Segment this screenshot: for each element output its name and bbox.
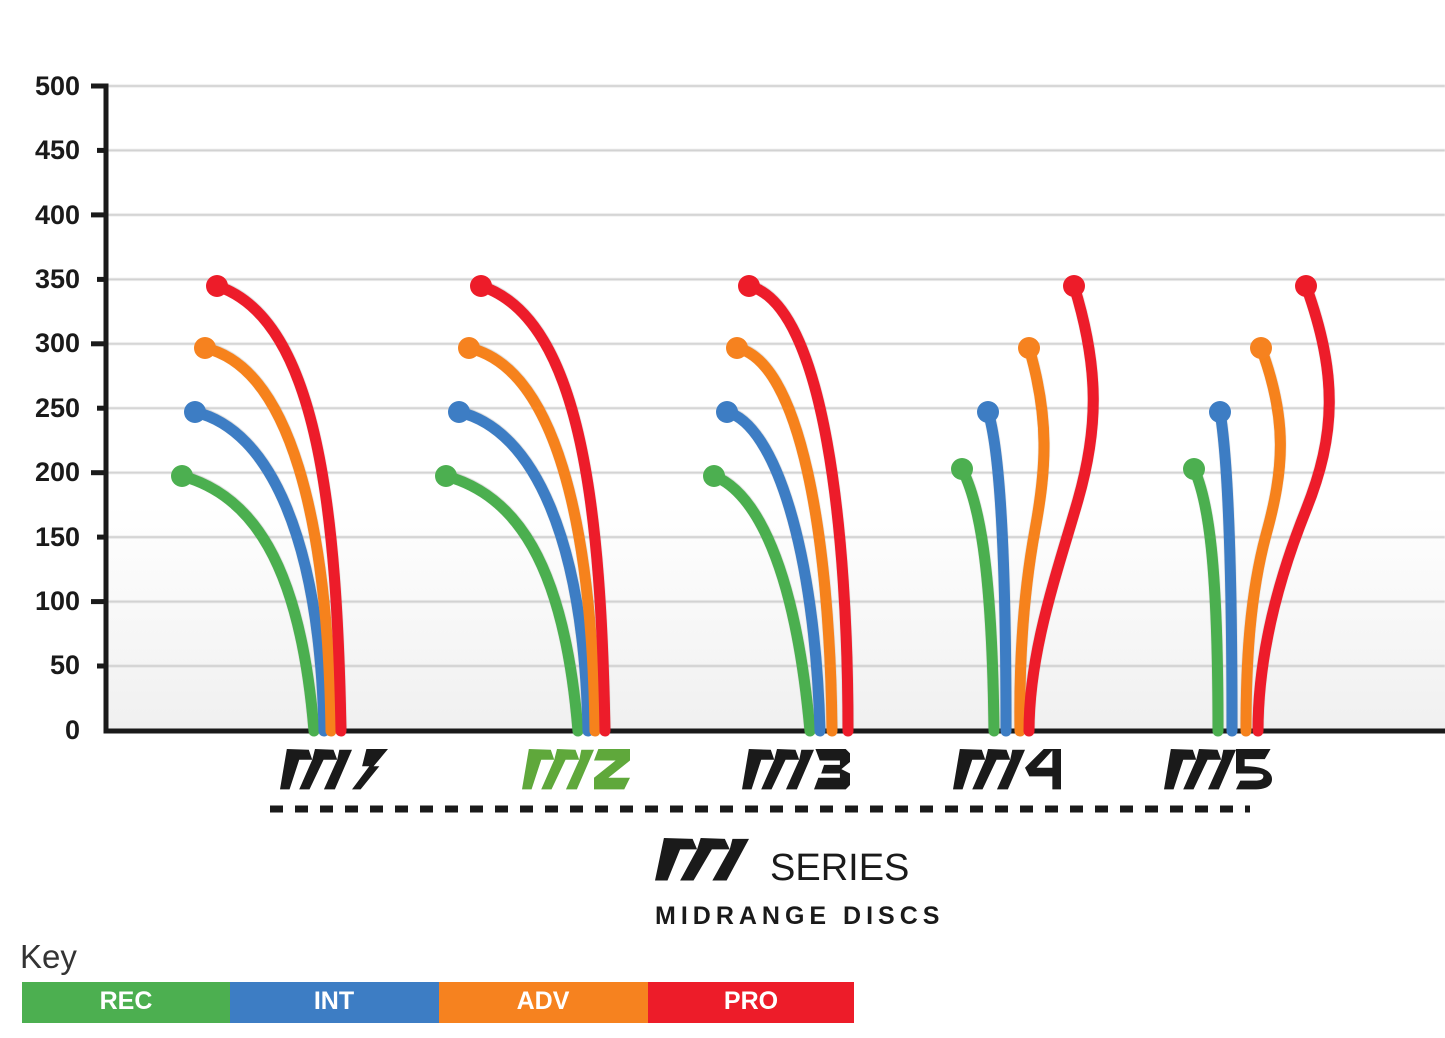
svg-text:ADV: ADV	[517, 987, 570, 1015]
svg-text:MIDRANGE DISCS: MIDRANGE DISCS	[655, 902, 944, 930]
svg-text:500: 500	[35, 71, 80, 101]
svg-text:300: 300	[35, 328, 80, 358]
svg-text:450: 450	[35, 135, 80, 165]
svg-text:400: 400	[35, 200, 80, 230]
svg-text:250: 250	[35, 393, 80, 423]
svg-text:0: 0	[65, 715, 80, 745]
svg-text:SERIES: SERIES	[770, 847, 909, 889]
svg-text:Key: Key	[20, 938, 77, 975]
svg-text:REC: REC	[100, 987, 153, 1015]
svg-text:150: 150	[35, 522, 80, 552]
svg-text:100: 100	[35, 586, 80, 616]
svg-text:350: 350	[35, 264, 80, 294]
svg-text:PRO: PRO	[724, 987, 778, 1015]
svg-text:INT: INT	[314, 987, 354, 1015]
svg-text:200: 200	[35, 457, 80, 487]
svg-text:50: 50	[50, 650, 80, 680]
